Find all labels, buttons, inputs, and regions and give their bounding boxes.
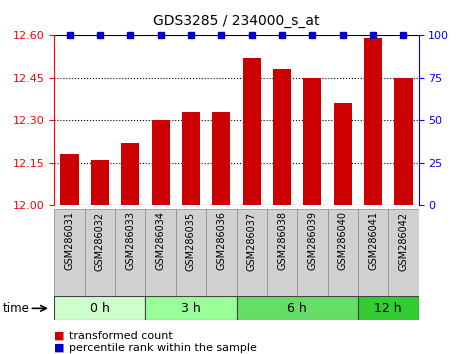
Bar xyxy=(273,69,291,205)
Text: GSM286034: GSM286034 xyxy=(156,211,166,270)
Text: GSM286037: GSM286037 xyxy=(247,211,257,270)
Bar xyxy=(358,209,388,296)
Text: 6 h: 6 h xyxy=(287,302,307,315)
Bar xyxy=(121,143,140,205)
Text: 3 h: 3 h xyxy=(181,302,201,315)
Text: percentile rank within the sample: percentile rank within the sample xyxy=(69,343,256,353)
Bar xyxy=(145,296,236,320)
Bar xyxy=(364,38,382,205)
Text: ■: ■ xyxy=(54,343,65,353)
Text: ■: ■ xyxy=(54,331,65,341)
Bar xyxy=(333,103,352,205)
Bar xyxy=(394,78,412,205)
Text: time: time xyxy=(2,302,29,315)
Bar xyxy=(206,209,236,296)
Bar xyxy=(212,112,230,205)
Text: 0 h: 0 h xyxy=(90,302,110,315)
Text: GDS3285 / 234000_s_at: GDS3285 / 234000_s_at xyxy=(153,14,320,28)
Bar xyxy=(85,209,115,296)
Text: GSM286038: GSM286038 xyxy=(277,211,287,270)
Bar xyxy=(182,112,200,205)
Bar xyxy=(145,209,176,296)
Text: GSM286041: GSM286041 xyxy=(368,211,378,270)
Text: 12 h: 12 h xyxy=(375,302,402,315)
Text: transformed count: transformed count xyxy=(69,331,172,341)
Bar xyxy=(297,209,327,296)
Bar xyxy=(115,209,146,296)
Bar xyxy=(236,209,267,296)
Bar xyxy=(388,209,419,296)
Bar xyxy=(61,154,79,205)
Bar xyxy=(267,209,297,296)
Text: GSM286040: GSM286040 xyxy=(338,211,348,270)
Bar xyxy=(151,120,170,205)
Text: GSM286033: GSM286033 xyxy=(125,211,135,270)
Text: GSM286032: GSM286032 xyxy=(95,211,105,270)
Bar xyxy=(176,209,206,296)
Bar xyxy=(54,209,85,296)
Text: GSM286042: GSM286042 xyxy=(398,211,408,270)
Text: GSM286031: GSM286031 xyxy=(65,211,75,270)
Text: GSM286039: GSM286039 xyxy=(307,211,317,270)
Text: GSM286035: GSM286035 xyxy=(186,211,196,270)
Bar xyxy=(358,296,419,320)
Bar xyxy=(243,58,261,205)
Bar xyxy=(236,296,358,320)
Bar xyxy=(91,160,109,205)
Text: GSM286036: GSM286036 xyxy=(216,211,226,270)
Bar xyxy=(303,78,322,205)
Bar xyxy=(54,296,146,320)
Bar xyxy=(327,209,358,296)
